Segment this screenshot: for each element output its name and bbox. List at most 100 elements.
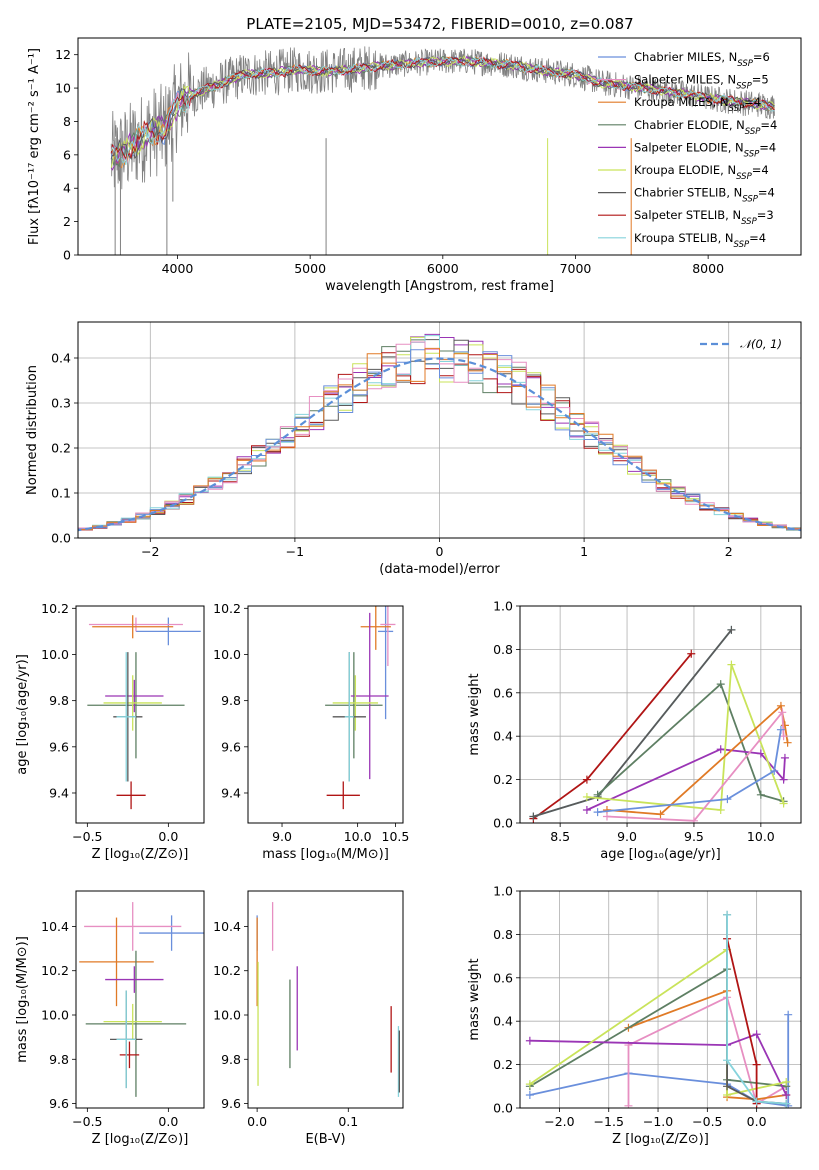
axes-age_vs_z: −0.5 0.0 9.4 9.6 9.8 10.0 10.2 Z [log₁₀(Z/Z⊙)] a… [15,601,205,862]
y-tick-label: 10.0 [41,1008,69,1023]
errorbar-point-kroupa-stelib [116,990,136,1089]
legend-entry-label: Salpeter ELODIE, NSSP=4 [634,140,776,159]
y-tick-label: 10.2 [41,601,69,616]
weight-marker [776,701,785,710]
plot-area [110,46,775,255]
weight-marker [752,1097,761,1106]
legend-label-suffix: =4 [749,231,766,245]
plot-area [325,606,396,810]
y-tick-label: 0.6 [493,685,513,700]
x-tick-label: 9.0 [272,829,292,844]
errorbar-point-chabrier-miles [378,606,394,720]
axes-frame [77,37,802,256]
y-tick-label: 0 [63,248,71,263]
legend-label-suffix: =6 [753,50,770,64]
y-tick-label: 9.4 [49,785,69,800]
axes-weight_vs_age: 8.5 9.0 9.5 10.0 0.0 0.2 0.4 0.6 0.8 1.0 age [log₁… [467,599,802,862]
x-tick-label: −0.5 [72,829,102,844]
weight-marker [525,1036,534,1045]
legend-label-main: Chabrier ELODIE, N [634,118,745,132]
legend-label-main: Kroupa STELIB, N [634,231,734,245]
weight-marker [582,775,591,784]
x-tick-label: −0.5 [72,1114,102,1129]
weight-marker [727,660,736,669]
legend-entry-label: Chabrier MILES, NSSP=6 [634,50,770,69]
x-tick-label: 10.5 [382,829,410,844]
y-tick-label: 0.2 [51,441,71,456]
plot-area [256,902,401,1097]
axes-spectrum: 4000 5000 6000 7000 8000 0 2 4 6 8 10 12 wavelength … [27,37,802,294]
x-tick-label: 0.0 [747,1114,767,1129]
weight-marker [687,649,696,658]
errorbar-point-kroupa-stelib [344,652,354,782]
weight-marker [602,812,611,821]
weight-marker [776,725,785,734]
weight-marker [624,1101,633,1108]
y-tick-label: 10.4 [41,919,69,934]
legend-label-main: Chabrier MILES, N [634,50,737,64]
x-tick-label: 8000 [692,261,724,276]
weight-marker [723,1056,732,1065]
legend-label-suffix: =5 [752,73,769,87]
weight-marker [525,1090,534,1099]
legend-entry-label: Kroupa STELIB, NSSP=4 [634,231,766,250]
axes-frame [247,605,404,824]
weight-marker [782,1077,791,1086]
weight-line [529,1033,788,1096]
x-axis-label: wavelength [Angstrom, rest frame] [325,279,554,294]
weight-marker [782,1090,791,1099]
axes-weight_vs_z: −2.0 −1.5 −1.0 −0.5 0.0 0.0 0.2 0.4 0.6 0.8 1.0 Z [… [467,884,802,1147]
weight-marker [780,753,789,762]
legend-label-sub: SSP [737,59,753,69]
model-spectrum-kroupa-stelib [110,56,775,166]
errorbar-point-salpeter-miles [88,617,183,632]
axes-frame [519,890,802,1109]
errorbar-point-kroupa-stelib [116,652,136,782]
y-tick-label: 1.0 [493,599,513,614]
x-axis-label: Z [log₁₀(Z/Z⊙)] [612,1132,709,1147]
y-tick-label: 10.0 [41,647,69,662]
legend-entry-label: Kroupa ELODIE, NSSP=4 [634,163,769,182]
legend-label-sub: SSP [736,172,752,182]
y-tick-label: 10.2 [213,601,241,616]
errorbar-point-chabrier-miles [139,915,204,951]
y-tick-label: 0.8 [493,642,513,657]
x-tick-label: 0 [436,544,444,559]
y-tick-label: 0.0 [51,531,71,546]
weight-marker [525,1080,534,1089]
legend-entry-label: Salpeter MILES, NSSP=5 [634,73,769,92]
residual-histogram-kroupa-stelib [78,347,801,532]
y-axis-label: Normed distribution [25,365,40,495]
plot-area [87,615,201,810]
weight-marker [582,792,591,801]
axes-mass_vs_z: −0.5 0.0 9.6 9.8 10.0 10.2 10.4 Z [log₁₀(Z/Z⊙)]… [15,890,205,1147]
errorbar-point-salpeter-elodie [105,679,164,713]
plot-area [525,910,793,1108]
x-tick-label: 8.5 [550,829,570,844]
y-axis-label: Flux [fλ10⁻¹⁷ erg cm⁻² s⁻¹ A⁻¹] [27,48,42,245]
legend-label-suffix: =4 [752,163,769,177]
weight-marker [779,732,788,741]
plot-area [78,333,801,533]
errorbar-point-chabrier-elodie [85,950,187,1097]
legend-entry-label: Chabrier ELODIE, NSSP=4 [634,118,777,137]
y-tick-label: 9.6 [221,1096,241,1111]
x-tick-label: 9.0 [617,829,637,844]
x-tick-label: −1.5 [594,1114,624,1129]
legend-label-sub: SSP [741,217,757,227]
x-tick-label: −1.0 [643,1114,673,1129]
weight-line [606,709,785,822]
y-tick-label: 0.6 [493,970,513,985]
y-axis-label: mass weight [467,958,482,1040]
axes-frame [519,605,802,824]
legend-label-sub: SSP [729,104,745,114]
weight-marker [723,1090,732,1099]
x-tick-label: −0.5 [692,1114,722,1129]
y-tick-label: 9.6 [49,1096,69,1111]
y-tick-label: 9.8 [221,693,241,708]
legend-label-sub: SSP [744,149,760,159]
weight-marker [716,745,725,754]
y-tick-label: 9.6 [49,739,69,754]
x-axis-label: E(B-V) [305,1132,345,1147]
